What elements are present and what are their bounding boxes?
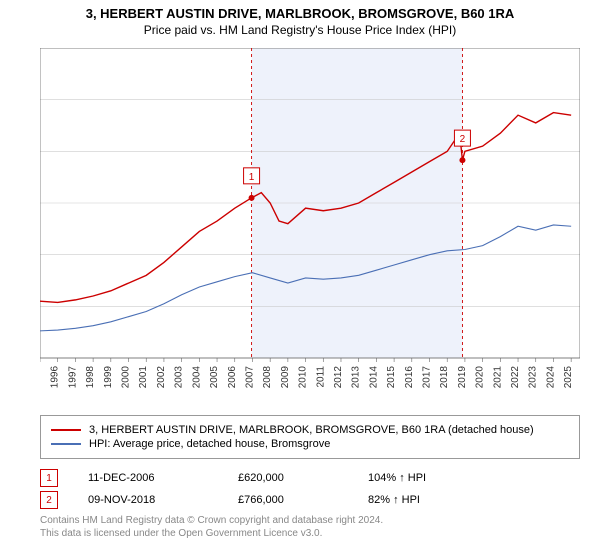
sale-date-2: 09-NOV-2018	[88, 494, 238, 506]
svg-text:2020: 2020	[475, 366, 486, 388]
svg-text:2016: 2016	[404, 366, 415, 388]
table-row: 1 11-DEC-2006 £620,000 104% ↑ HPI	[40, 469, 580, 487]
sale-date-1: 11-DEC-2006	[88, 472, 238, 484]
svg-text:2017: 2017	[422, 366, 433, 388]
svg-text:1996: 1996	[50, 366, 61, 388]
sale-hpi-1: 104% ↑ HPI	[368, 472, 488, 484]
svg-text:2010: 2010	[298, 366, 309, 388]
footer-attribution: Contains HM Land Registry data © Crown c…	[40, 514, 383, 540]
line-chart-svg: £0£200K£400K£600K£800K£1M£1.2M1995199619…	[40, 48, 580, 388]
legend-label-hpi: HPI: Average price, detached house, Brom…	[89, 438, 330, 450]
sale-price-1: £620,000	[238, 472, 368, 484]
svg-text:2001: 2001	[138, 366, 149, 388]
sale-marker-1: 1	[40, 469, 58, 487]
footer-line-1: Contains HM Land Registry data © Crown c…	[40, 514, 383, 527]
svg-text:2: 2	[460, 134, 466, 145]
svg-text:2005: 2005	[209, 366, 220, 388]
svg-text:2014: 2014	[368, 366, 379, 388]
legend-box: 3, HERBERT AUSTIN DRIVE, MARLBROOK, BROM…	[40, 415, 580, 459]
legend-swatch-hpi	[51, 443, 81, 445]
svg-text:2023: 2023	[528, 366, 539, 388]
svg-text:2013: 2013	[351, 366, 362, 388]
footer-line-2: This data is licensed under the Open Gov…	[40, 527, 383, 540]
legend-item-property: 3, HERBERT AUSTIN DRIVE, MARLBROOK, BROM…	[51, 424, 569, 436]
svg-text:2009: 2009	[280, 366, 291, 388]
chart-container: 3, HERBERT AUSTIN DRIVE, MARLBROOK, BROM…	[0, 0, 600, 560]
svg-text:2022: 2022	[510, 366, 521, 388]
sale-hpi-2: 82% ↑ HPI	[368, 494, 488, 506]
chart-title: 3, HERBERT AUSTIN DRIVE, MARLBROOK, BROM…	[0, 0, 600, 21]
svg-text:1: 1	[249, 172, 255, 183]
svg-text:2015: 2015	[386, 366, 397, 388]
svg-text:1998: 1998	[85, 366, 96, 388]
svg-text:2018: 2018	[439, 366, 450, 388]
svg-text:2007: 2007	[244, 366, 255, 388]
chart-subtitle: Price paid vs. HM Land Registry's House …	[0, 23, 600, 37]
svg-text:2012: 2012	[333, 366, 344, 388]
legend-swatch-property	[51, 429, 81, 431]
svg-text:2019: 2019	[457, 366, 468, 388]
svg-text:2006: 2006	[227, 366, 238, 388]
svg-text:2025: 2025	[563, 366, 574, 388]
svg-text:2003: 2003	[174, 366, 185, 388]
svg-text:1995: 1995	[40, 366, 43, 388]
svg-text:2011: 2011	[315, 366, 326, 388]
svg-text:2002: 2002	[156, 366, 167, 388]
legend-item-hpi: HPI: Average price, detached house, Brom…	[51, 438, 569, 450]
svg-text:2008: 2008	[262, 366, 273, 388]
svg-text:2021: 2021	[492, 366, 503, 388]
table-row: 2 09-NOV-2018 £766,000 82% ↑ HPI	[40, 491, 580, 509]
svg-text:2024: 2024	[545, 366, 556, 388]
svg-text:2000: 2000	[121, 366, 132, 388]
svg-text:2004: 2004	[191, 366, 202, 388]
sale-marker-2: 2	[40, 491, 58, 509]
svg-text:1997: 1997	[67, 366, 78, 388]
sale-price-2: £766,000	[238, 494, 368, 506]
legend-label-property: 3, HERBERT AUSTIN DRIVE, MARLBROOK, BROM…	[89, 424, 534, 436]
sales-table: 1 11-DEC-2006 £620,000 104% ↑ HPI 2 09-N…	[40, 465, 580, 513]
svg-text:1999: 1999	[103, 366, 114, 388]
chart-area: £0£200K£400K£600K£800K£1M£1.2M1995199619…	[40, 48, 580, 388]
